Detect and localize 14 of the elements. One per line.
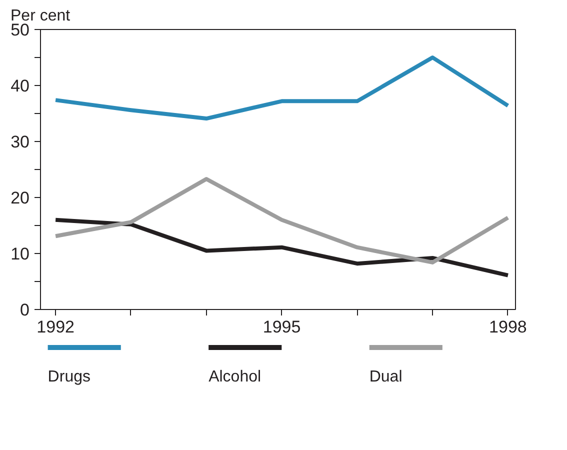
legend-label: Drugs bbox=[48, 368, 90, 386]
y-tick-label: 30 bbox=[10, 132, 30, 152]
x-tick-label: 1992 bbox=[36, 318, 74, 336]
x-tick-label: 1998 bbox=[489, 318, 527, 336]
y-tick-label: 20 bbox=[10, 188, 30, 208]
x-tick-label: 1995 bbox=[262, 318, 301, 336]
y-tick-label: 0 bbox=[20, 300, 30, 320]
legend-label: Alcohol bbox=[208, 368, 262, 386]
legend-label: Dual bbox=[369, 368, 402, 386]
y-tick-label: 40 bbox=[10, 76, 30, 96]
line-series bbox=[54, 177, 510, 264]
y-tick-label: 10 bbox=[10, 244, 30, 264]
line-series bbox=[54, 218, 510, 278]
line-series bbox=[54, 56, 510, 121]
